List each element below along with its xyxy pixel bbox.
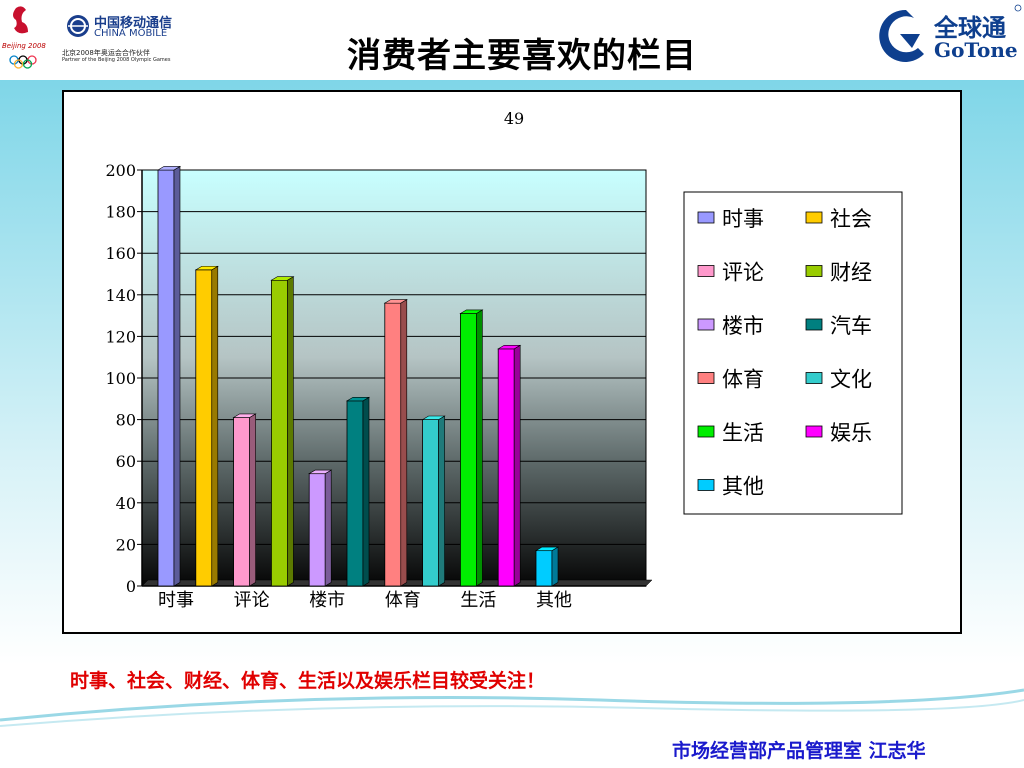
legend-label: 体育 [722,368,764,392]
x-tick-label: 时事 [158,590,194,611]
bar-10 [497,348,515,587]
legend-swatch [805,425,823,438]
bar-top-5 [308,469,333,474]
bar-top-10 [497,344,522,350]
legend-label: 时事 [722,207,764,231]
slide-header [0,0,1024,80]
bar-side-11 [551,546,559,587]
olympic-partner-en: Partner of the Beijing 2008 Olympic Game… [62,57,171,63]
bar-top-3 [232,413,257,418]
bar-side-10 [513,344,521,587]
y-tick-label: 140 [105,286,136,305]
y-tick-label: 200 [105,161,136,180]
y-tick-label: 180 [105,203,136,222]
bar-11 [535,550,553,587]
bar-top-9 [459,309,484,314]
bar-side-9 [476,309,483,587]
x-tick-label: 其他 [536,590,572,611]
y-tick-label: 0 [126,577,136,596]
footer-author: 市场经营部产品管理室 江志华 [672,740,926,762]
legend-swatch [805,318,823,331]
y-tick-label: 60 [116,452,136,471]
legend-label: 汽车 [830,314,872,338]
bar-top-1 [156,166,182,171]
legend-label: 财经 [830,261,872,285]
legend-swatch [697,318,715,331]
bar-top-2 [194,265,219,271]
bar-side-8 [438,415,445,587]
bar-top-8 [421,415,446,420]
y-tick-label: 40 [116,494,136,513]
bar-side-6 [362,396,370,587]
beijing-olympic-logo [9,6,89,69]
x-tick-label: 生活 [460,590,496,611]
legend-swatch [697,211,715,224]
x-tick-label: 体育 [385,590,421,611]
bar-side-7 [400,298,408,587]
bar-7 [384,302,402,587]
bar-8 [422,419,440,587]
beijing-2008-text: Beijing 2008 [2,42,46,50]
legend-swatch [805,211,823,224]
y-tick-label: 80 [116,411,136,430]
conclusion-note: 时事、社会、财经、体育、生活以及娱乐栏目较受关注！ [70,670,546,692]
bar-9 [459,313,477,587]
y-tick-label: 100 [105,369,136,388]
legend-swatch [697,265,715,277]
bar-6 [346,400,364,587]
bar-1 [157,169,175,587]
bar-top-6 [345,396,371,402]
chart-frame: 0 20 40 60 80 100 120 140 160 180 200 时事 评论 楼市 体育 生活 其他 4… [62,90,962,634]
legend-label: 社会 [830,207,872,231]
legend-label: 文化 [830,368,872,392]
y-tick-label: 160 [105,244,136,263]
bar-2 [195,269,213,587]
gotone-logo-icon [879,4,1022,62]
legend-swatch [805,265,823,277]
olympic-partner-cn: 北京2008年奥运会合作伙伴 [62,49,150,57]
bar-3 [233,417,251,587]
legend-box [683,191,903,515]
bar-top-4 [270,276,295,281]
gotone-brand-cn: 全球通 [934,14,1006,42]
legend-swatch [697,425,715,438]
legend-label: 评论 [722,261,764,285]
bar-side-3 [249,413,256,587]
legend-label: 楼市 [722,314,764,338]
bar-top-11 [534,546,560,551]
legend-swatch [805,372,823,384]
bar-top-7 [383,299,408,304]
legend-swatch [697,479,715,491]
legend-label: 生活 [722,421,764,445]
bar-4 [270,279,288,587]
china-mobile-en: CHINA MOBILE [94,28,168,39]
legend-swatch [697,372,715,384]
china-mobile-name: 中国移动通信 [94,16,173,31]
bar-side-5 [324,469,332,587]
bar-side-4 [287,276,294,587]
page-title: 消费者主要喜欢的栏目 [347,36,697,76]
chart-title: 49 [504,109,524,128]
bar-side-1 [173,165,181,587]
bar-side-2 [211,265,219,587]
x-tick-label: 评论 [234,590,270,611]
legend-label: 其他 [722,475,764,499]
y-tick-label: 120 [105,327,136,346]
x-tick-label: 楼市 [309,590,345,611]
bar-5 [308,473,326,587]
gotone-brand-en: GoTone [934,38,1018,62]
legend-label: 娱乐 [830,421,872,445]
y-tick-label: 20 [116,535,136,554]
